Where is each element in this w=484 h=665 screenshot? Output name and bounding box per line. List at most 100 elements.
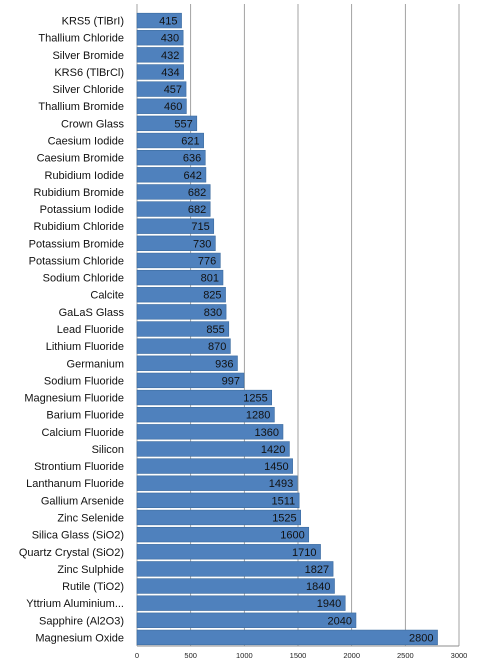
bar xyxy=(136,304,227,320)
category-label: Germanium xyxy=(67,358,124,370)
bar-value-label: 434 xyxy=(161,67,179,79)
bar-value-label: 715 xyxy=(191,221,209,233)
x-tick-label: 1500 xyxy=(290,651,307,660)
category-label: Silica Glass (SiO2) xyxy=(32,530,124,542)
category-label: Thallium Chloride xyxy=(38,33,124,45)
bar-value-label: 1360 xyxy=(254,427,278,439)
category-label: Calcite xyxy=(90,290,124,302)
category-label: Thallium Bromide xyxy=(38,101,124,113)
bar xyxy=(136,612,357,628)
category-label: Magnesium Oxide xyxy=(35,632,124,644)
bar-value-label: 1710 xyxy=(292,547,316,559)
bar-value-label: 621 xyxy=(181,136,199,148)
category-label: Gallium Arsenide xyxy=(41,495,124,507)
category-label: Silver Chloride xyxy=(52,84,124,96)
bar-value-label: 430 xyxy=(161,33,179,45)
bar-value-label: 682 xyxy=(188,187,206,199)
bar-value-label: 636 xyxy=(183,153,201,165)
bar xyxy=(136,252,221,269)
gridlines xyxy=(136,4,460,647)
category-label: Lead Fluoride xyxy=(57,324,124,336)
bar xyxy=(136,184,211,200)
category-label: Calcium Fluoride xyxy=(41,427,124,439)
category-labels: KRS5 (TlBrI) Thallium Chloride Silver Brom… xyxy=(19,16,125,645)
bar xyxy=(136,424,284,440)
category-label: Rubidium Bromide xyxy=(34,187,124,199)
category-label: GaLaS Glass xyxy=(59,307,125,319)
bar xyxy=(136,149,206,166)
bar xyxy=(136,407,275,423)
bar xyxy=(136,389,273,406)
category-label: Rutile (TiO2) xyxy=(62,581,124,593)
bar-value-label: 936 xyxy=(215,358,233,370)
bar-value-label: 825 xyxy=(203,290,221,302)
bar-value-label: 457 xyxy=(164,84,182,96)
category-label: Rubidium Iodide xyxy=(45,170,125,182)
bar-value-label: 415 xyxy=(159,16,177,28)
bar xyxy=(136,201,211,217)
bar-value-label: 2040 xyxy=(327,615,351,627)
bar xyxy=(136,578,335,594)
category-label: Silver Bromide xyxy=(52,50,124,62)
category-label: Potassium Iodide xyxy=(40,204,124,216)
bar-value-label: 1280 xyxy=(246,410,270,422)
category-label: Potassium Chloride xyxy=(29,255,124,267)
bar-value-label: 830 xyxy=(204,307,222,319)
bar xyxy=(136,269,224,286)
x-tick-label: 1000 xyxy=(236,651,253,660)
x-axis-ticks: 0 500 1000 1500 2000 2500 3000 xyxy=(135,651,467,660)
bar-value-label: 1940 xyxy=(317,598,341,610)
category-label: Rubidium Chloride xyxy=(34,221,125,233)
bar-value-label: 460 xyxy=(164,101,182,113)
bar-value-label: 642 xyxy=(184,170,202,182)
bar-value-label: 682 xyxy=(188,204,206,216)
bar xyxy=(136,98,187,114)
category-label: Caesium Iodide xyxy=(48,136,124,148)
category-label: KRS5 (TlBrI) xyxy=(62,16,124,28)
bar xyxy=(136,475,298,491)
bar xyxy=(136,115,198,132)
bar xyxy=(136,458,293,474)
x-tick-label: 2500 xyxy=(397,651,414,660)
bar xyxy=(136,64,184,80)
bar xyxy=(136,561,334,577)
category-label: Sodium Chloride xyxy=(43,273,124,285)
bar-value-label: 801 xyxy=(201,273,219,285)
bar-value-label: 1255 xyxy=(243,393,267,405)
bar xyxy=(136,492,300,509)
bar xyxy=(136,441,290,457)
bar-value-label: 1493 xyxy=(269,478,293,490)
bar xyxy=(136,12,182,29)
category-label: Silicon xyxy=(92,444,124,456)
category-label: Crown Glass xyxy=(61,118,124,130)
category-label: Lanthanum Fluoride xyxy=(26,478,124,490)
bar xyxy=(136,235,216,251)
bar-value-label: 557 xyxy=(174,118,192,130)
bar xyxy=(136,167,207,183)
bar xyxy=(136,509,301,526)
bar xyxy=(136,595,346,611)
category-label: Yttrium Aluminium... xyxy=(26,598,124,610)
category-label: KRS6 (TlBrCl) xyxy=(54,67,124,79)
bar xyxy=(136,544,321,560)
category-label: Barium Fluoride xyxy=(46,410,124,422)
bar-value-label: 730 xyxy=(193,238,211,250)
category-label: Strontium Fluoride xyxy=(34,461,124,473)
category-label: Zinc Sulphide xyxy=(57,564,124,576)
bar xyxy=(136,372,245,389)
bar-value-label: 1420 xyxy=(261,444,285,456)
bar-value-label: 776 xyxy=(198,255,216,267)
category-label: Magnesium Fluoride xyxy=(24,393,124,405)
category-label: Potassium Bromide xyxy=(29,238,124,250)
category-label: Sapphire (Al2O3) xyxy=(39,615,124,627)
category-label: Sodium Fluoride xyxy=(44,375,124,387)
bar-value-label: 997 xyxy=(222,375,240,387)
bar xyxy=(136,338,231,354)
bar-value-label: 1827 xyxy=(305,564,329,576)
x-tick-label: 2000 xyxy=(343,651,360,660)
bar-value-label: 1525 xyxy=(272,512,296,524)
bar xyxy=(136,629,438,646)
x-tick-label: 3000 xyxy=(451,651,468,660)
category-label: Quartz Crystal (SiO2) xyxy=(19,547,124,559)
category-label: Lithium Fluoride xyxy=(46,341,124,353)
